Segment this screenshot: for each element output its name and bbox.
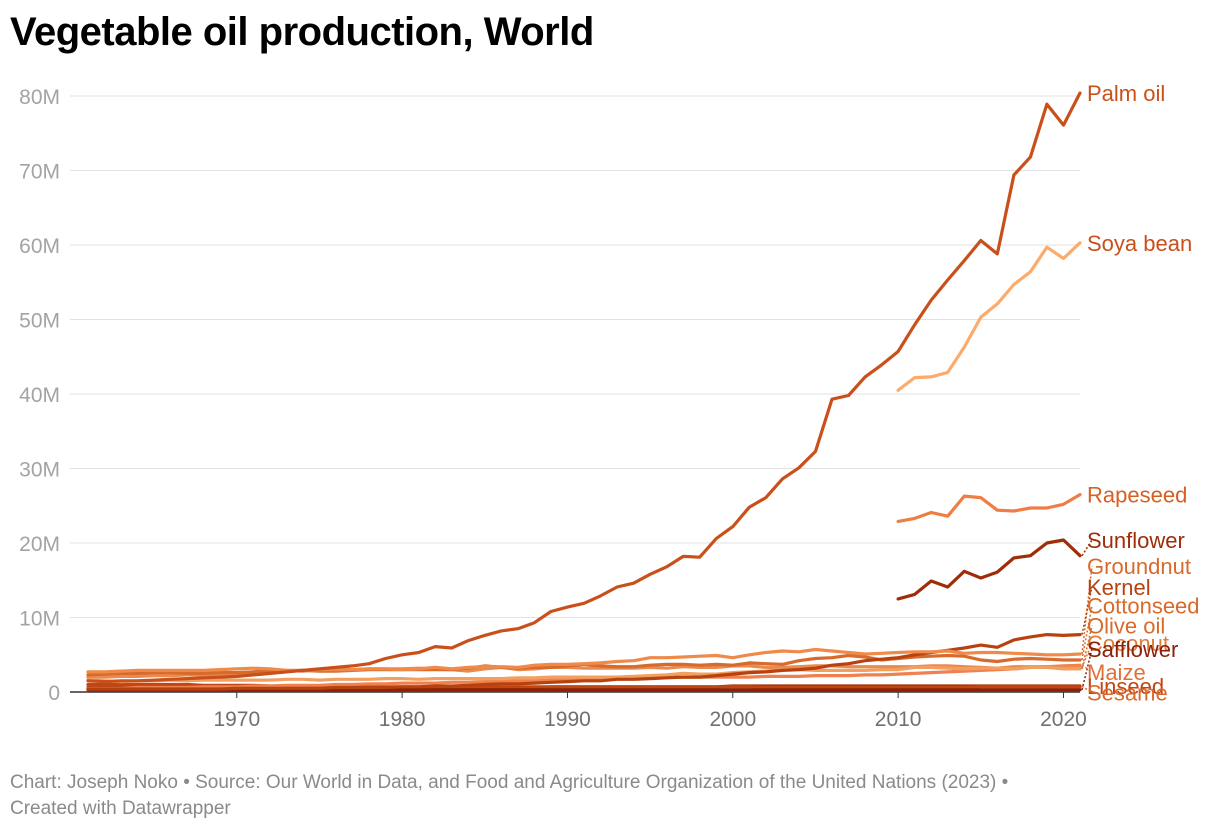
series-label-palm-oil: Palm oil: [1087, 81, 1165, 106]
series-line-rapeseed: [896, 493, 1082, 524]
y-tick-label: 30M: [19, 459, 60, 482]
series-label-sesame: Sesame: [1087, 681, 1168, 706]
series-lines: [86, 91, 1082, 692]
x-tick-label: 2000: [709, 708, 756, 731]
label-connector: [1081, 648, 1093, 690]
chart-footer: Chart: Joseph Noko • Source: Our World i…: [10, 770, 1190, 822]
x-tick-label: 1970: [213, 708, 260, 731]
series-label-kernel: Kernel: [1087, 575, 1151, 600]
chart-title: Vegetable oil production, World: [10, 10, 594, 54]
y-tick-label: 50M: [19, 310, 60, 333]
series-label-rapeseed: Rapeseed: [1087, 483, 1187, 508]
series-label-maize: Maize: [1087, 660, 1146, 685]
series-line-soya-bean: [896, 241, 1082, 392]
footer-credit: Created with Datawrapper: [10, 798, 231, 819]
y-tick-label: 80M: [19, 86, 60, 109]
series-line-kernel: [86, 632, 1082, 691]
series-label-coconut: Coconut: [1087, 631, 1169, 656]
series-label-groundnut: Groundnut: [1087, 554, 1191, 579]
y-axis-ticks: 0 10M 20M 30M 40M 50M 60M 70M 80M: [19, 86, 60, 705]
y-tick-label: 0: [48, 682, 60, 705]
label-connector: [1081, 539, 1093, 557]
x-tick-label: 1980: [379, 708, 426, 731]
label-connector: [1081, 625, 1093, 670]
series-label-cottonseed: Cottonseed: [1087, 594, 1200, 619]
grid-lines: [70, 95, 1080, 693]
label-connector: [1081, 605, 1093, 661]
series-line-groundnut: [86, 647, 1082, 674]
series-line-sunflower: [896, 538, 1082, 601]
x-tick-label: 2020: [1040, 708, 1087, 731]
line-chart: 0 10M 20M 30M 40M 50M 60M 70M 80M 1970 1980 1990 20…: [19, 81, 1200, 731]
y-tick-label: 60M: [19, 235, 60, 258]
series-label-soya-bean: Soya bean: [1087, 231, 1192, 256]
series-labels: Palm oil Soya bean Rapeseed SunflowerGround…: [1081, 81, 1200, 706]
x-tick-label: 1990: [544, 708, 591, 731]
series-label-safflower: Safflower: [1087, 637, 1178, 662]
y-tick-label: 10M: [19, 608, 60, 631]
y-tick-label: 40M: [19, 384, 60, 407]
series-label-olive-oil: Olive oil: [1087, 614, 1165, 639]
series-label-linseed: Linseed: [1087, 674, 1164, 699]
label-connector: [1081, 586, 1093, 635]
series-line-palm-oil: [86, 91, 1082, 684]
y-tick-label: 70M: [19, 161, 60, 184]
label-connector: [1081, 642, 1093, 668]
footer-source: Chart: Joseph Noko • Source: Our World i…: [10, 772, 1009, 793]
x-axis-ticks: 1970 1980 1990 2000 2010 2020: [213, 692, 1087, 731]
series-label-sunflower: Sunflower: [1087, 528, 1185, 553]
series-line-olive-oil: [86, 665, 1082, 684]
x-tick-label: 2010: [875, 708, 922, 731]
y-tick-label: 20M: [19, 533, 60, 556]
